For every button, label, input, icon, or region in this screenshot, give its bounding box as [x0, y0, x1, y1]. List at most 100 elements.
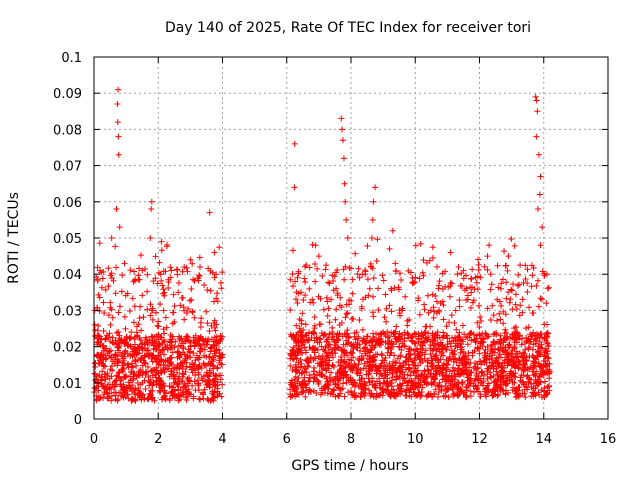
data-point: [343, 311, 350, 318]
data-point: [215, 340, 222, 347]
data-point: [440, 393, 447, 400]
data-point: [348, 391, 355, 398]
data-point: [436, 382, 443, 389]
data-point: [534, 347, 541, 354]
data-point: [204, 338, 211, 345]
data-point: [206, 209, 213, 216]
data-point: [495, 284, 502, 291]
data-point: [544, 350, 551, 357]
x-tick-label: 6: [283, 432, 291, 447]
data-point: [384, 345, 391, 352]
data-point: [397, 352, 404, 359]
data-point: [134, 332, 141, 339]
data-point: [206, 354, 213, 361]
data-point: [412, 384, 419, 391]
data-point: [456, 355, 463, 362]
data-point: [505, 289, 512, 296]
data-point: [511, 339, 518, 346]
data-point: [185, 346, 192, 353]
data-point: [370, 354, 377, 361]
data-point: [310, 299, 317, 306]
data-point: [434, 393, 441, 400]
data-point: [174, 381, 181, 388]
data-point: [299, 310, 306, 317]
data-point: [366, 379, 373, 386]
data-point: [369, 216, 376, 223]
data-point: [415, 362, 422, 369]
data-point: [483, 393, 490, 400]
data-point: [478, 335, 485, 342]
data-point: [112, 392, 119, 399]
data-point: [504, 374, 511, 381]
data-point: [203, 372, 210, 379]
data-point: [214, 365, 221, 372]
data-point: [395, 286, 402, 293]
data-point: [372, 342, 379, 349]
data-point: [432, 386, 439, 393]
data-point: [319, 273, 326, 280]
data-point: [308, 334, 315, 341]
data-point: [347, 375, 354, 382]
data-point: [468, 275, 475, 282]
data-point: [501, 379, 508, 386]
data-point: [162, 395, 169, 402]
data-point: [147, 368, 154, 375]
data-point: [169, 320, 176, 327]
data-point: [527, 363, 534, 370]
data-point: [125, 395, 132, 402]
data-point: [96, 294, 103, 301]
data-point: [379, 352, 386, 359]
data-point: [508, 376, 515, 383]
data-point: [195, 382, 202, 389]
data-point: [145, 347, 152, 354]
data-point: [181, 316, 188, 323]
data-point: [117, 381, 124, 388]
data-point: [478, 318, 485, 325]
data-point: [376, 375, 383, 382]
data-point: [116, 303, 123, 310]
data-point: [474, 319, 481, 326]
data-point: [510, 281, 517, 288]
data-point: [474, 286, 481, 293]
axis-ticks: 0 2 4 6 8 10 12 14 16 0 0.01 0.02 0.03 0.04 0.05 0.06 0.…: [53, 51, 616, 447]
x-tick-label: 0: [90, 432, 98, 447]
data-point: [489, 359, 496, 366]
data-point: [167, 345, 174, 352]
data-point: [321, 348, 328, 355]
data-point: [218, 285, 225, 292]
data-point: [485, 380, 492, 387]
data-point: [176, 396, 183, 403]
data-point: [505, 253, 512, 260]
data-point: [443, 323, 450, 330]
data-point: [459, 283, 466, 290]
data-point: [386, 363, 393, 370]
data-point: [291, 336, 298, 343]
data-point: [519, 390, 526, 397]
data-point: [129, 395, 136, 402]
y-tick-label: 0.02: [53, 341, 82, 356]
data-point: [107, 321, 114, 328]
data-point: [135, 272, 142, 279]
data-point: [355, 335, 362, 342]
data-point: [158, 238, 165, 245]
data-point: [182, 338, 189, 345]
data-point: [379, 272, 386, 279]
data-point: [131, 303, 138, 310]
data-point: [127, 343, 134, 350]
data-point: [419, 345, 426, 352]
data-point: [544, 383, 551, 390]
data-point: [299, 369, 306, 376]
data-point: [477, 313, 484, 320]
data-point: [512, 301, 519, 308]
data-point: [381, 369, 388, 376]
data-point: [110, 277, 117, 284]
data-point: [341, 352, 348, 359]
data-point: [114, 340, 121, 347]
data-point: [477, 358, 484, 365]
data-point: [406, 389, 413, 396]
data-point: [494, 371, 501, 378]
data-point: [135, 350, 142, 357]
data-point: [419, 384, 426, 391]
data-point: [135, 385, 142, 392]
data-point: [514, 282, 521, 289]
